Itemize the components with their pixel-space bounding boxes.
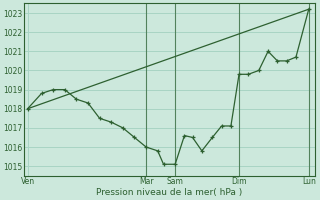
X-axis label: Pression niveau de la mer( hPa ): Pression niveau de la mer( hPa ) bbox=[96, 188, 243, 197]
